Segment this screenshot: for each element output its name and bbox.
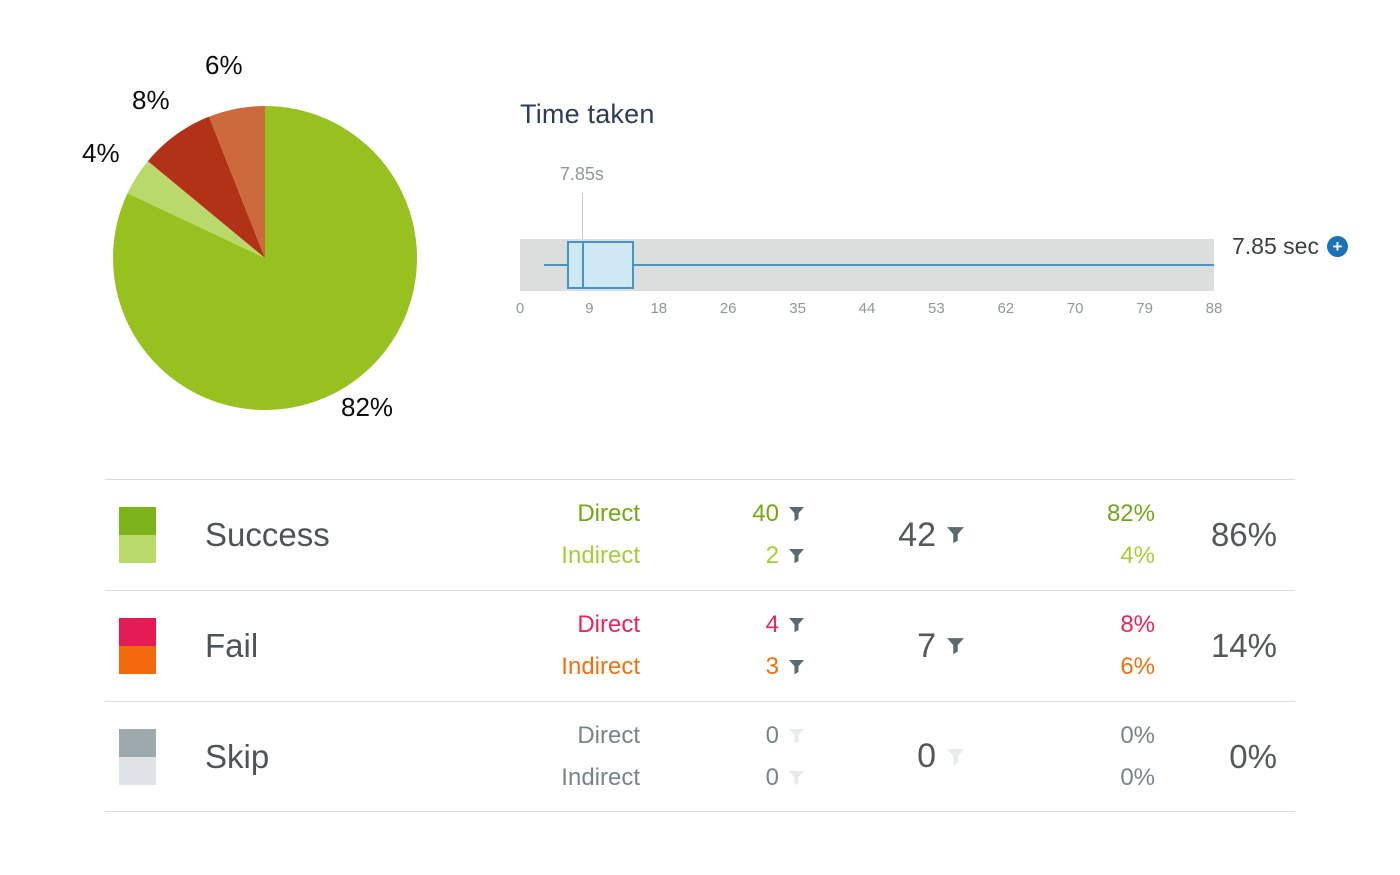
total-count: 7 xyxy=(917,626,936,665)
success-swatch xyxy=(119,507,156,563)
pie-slice-success-direct xyxy=(113,106,417,410)
indirect-count: 3 xyxy=(765,653,779,680)
direct-label: Direct xyxy=(577,500,640,527)
pie-label-success-direct: 82% xyxy=(341,392,394,422)
plus-icon[interactable]: + xyxy=(1327,236,1348,257)
pie-chart xyxy=(113,106,417,410)
direct-label: Direct xyxy=(577,721,640,749)
filter-icon xyxy=(789,728,804,743)
axis-tick: 35 xyxy=(789,300,806,317)
filter-icon[interactable] xyxy=(946,526,965,544)
direct-indirect-counts: 40 2 xyxy=(640,493,805,577)
filter-icon[interactable] xyxy=(788,659,805,675)
direct-indirect-counts: 4 3 xyxy=(640,604,805,688)
filter-icon[interactable] xyxy=(788,548,805,564)
direct-indirect-percents: 82% 4% xyxy=(965,493,1155,577)
axis-tick: 9 xyxy=(585,300,594,317)
filter-icon[interactable] xyxy=(788,506,805,522)
direct-indirect-counts: 0 0 xyxy=(640,715,805,799)
pie-slice-fail-direct xyxy=(147,116,265,258)
swatch-top xyxy=(119,507,156,535)
direct-indirect-labels: Direct Indirect xyxy=(445,493,640,577)
total-count: 42 xyxy=(898,515,936,554)
row-label: Success xyxy=(205,516,330,553)
swatch-bottom xyxy=(119,756,156,785)
total-count-cell: 7 xyxy=(835,627,965,666)
axis-tick: 53 xyxy=(928,300,945,317)
fail-swatch xyxy=(119,618,156,674)
time-readout: 7.85 sec xyxy=(1232,233,1319,259)
indirect-count: 0 xyxy=(765,763,779,791)
boxplot-box[interactable] xyxy=(567,241,635,289)
boxplot-whisker-line xyxy=(543,264,1214,266)
swatch-bottom xyxy=(119,646,156,674)
axis-tick: 26 xyxy=(719,300,737,317)
pie-label-fail-indirect: 6% xyxy=(205,50,243,80)
swatch-top xyxy=(119,618,156,646)
axis-tick: 88 xyxy=(1205,300,1223,317)
indirect-count: 2 xyxy=(765,542,779,569)
total-percent: 14% xyxy=(1210,627,1277,664)
axis-tick: 44 xyxy=(858,300,876,317)
indirect-label: Indirect xyxy=(561,763,640,791)
direct-label: Direct xyxy=(577,611,640,638)
row-label: Skip xyxy=(205,737,270,775)
indirect-percent: 0% xyxy=(1120,763,1155,791)
direct-indirect-labels: Direct Indirect xyxy=(445,604,640,688)
filter-icon[interactable] xyxy=(788,617,805,633)
axis-tick: 18 xyxy=(650,300,668,317)
direct-count: 0 xyxy=(765,721,779,749)
chart-title: Time taken xyxy=(520,99,655,129)
total-count-cell: 0 xyxy=(835,737,965,776)
direct-count: 40 xyxy=(752,500,779,527)
axis-tick: 0 xyxy=(515,300,525,317)
marker-line xyxy=(581,193,583,239)
table-row-skip: Skip Direct Indirect 0 0 0 0% xyxy=(105,701,1295,812)
swatch-bottom xyxy=(119,535,156,563)
pie-slice-fail-indirect xyxy=(209,106,265,258)
total-percent: 86% xyxy=(1210,516,1277,553)
pie-slice-success-indirect xyxy=(127,161,265,258)
filter-icon xyxy=(947,748,964,765)
axis-tick: 70 xyxy=(1066,300,1084,317)
direct-indirect-labels: Direct Indirect xyxy=(445,715,640,799)
direct-indirect-percents: 8% 6% xyxy=(965,604,1155,688)
direct-count: 4 xyxy=(765,611,779,638)
row-label: Fail xyxy=(205,627,259,664)
pie-label-success-indirect: 4% xyxy=(82,138,120,168)
indirect-label: Indirect xyxy=(561,653,640,680)
direct-percent: 82% xyxy=(1106,500,1155,527)
filter-icon[interactable] xyxy=(946,637,965,655)
boxplot-median-line xyxy=(581,241,584,289)
axis-tick: 79 xyxy=(1136,300,1153,317)
results-table: Success Direct Indirect 40 2 42 xyxy=(105,479,1295,812)
direct-percent: 8% xyxy=(1120,611,1155,638)
swatch-top xyxy=(119,728,156,757)
pie-label-fail-direct: 8% xyxy=(132,85,170,115)
boxplot-band: 7.85s xyxy=(520,164,1214,291)
boxplot-axis: 0 9 18 26 35 44 53 62 70 79 88 xyxy=(516,300,1223,322)
total-percent: 0% xyxy=(1229,737,1277,775)
marker-label: 7.85s xyxy=(559,164,604,184)
total-count: 0 xyxy=(917,737,936,775)
direct-indirect-percents: 0% 0% xyxy=(965,715,1155,799)
direct-percent: 0% xyxy=(1120,721,1155,749)
indirect-label: Indirect xyxy=(561,542,640,569)
table-row-fail: Fail Direct Indirect 4 3 7 8% xyxy=(105,590,1295,701)
filter-icon xyxy=(789,770,804,785)
indirect-percent: 6% xyxy=(1120,653,1155,680)
table-row-success: Success Direct Indirect 40 2 42 xyxy=(105,479,1295,590)
indirect-percent: 4% xyxy=(1120,542,1155,569)
axis-tick: 62 xyxy=(997,300,1015,317)
skip-swatch xyxy=(119,728,156,785)
total-count-cell: 42 xyxy=(835,516,965,555)
